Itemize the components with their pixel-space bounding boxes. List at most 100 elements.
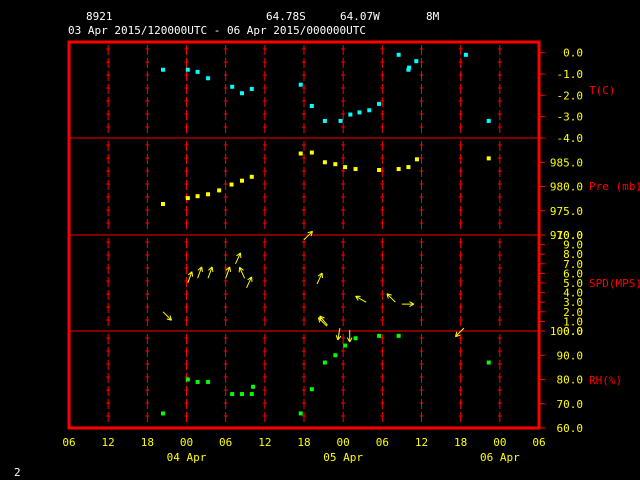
data-point [486, 360, 491, 365]
x-tick-label: 12 [102, 436, 115, 449]
y-tick-label: 4.0 [563, 287, 583, 300]
y-tick-label: 6.0 [563, 267, 583, 280]
data-point [206, 76, 211, 81]
x-tick-label: 18 [297, 436, 310, 449]
wind-arrow-head [307, 230, 313, 234]
elevation: 8M [426, 10, 440, 23]
data-point [217, 188, 222, 193]
data-point [309, 387, 314, 392]
data-point [249, 392, 254, 397]
data-point [251, 384, 256, 389]
y-tick-label: 970.0 [550, 229, 583, 242]
data-point [185, 196, 190, 201]
x-tick-label: 12 [415, 436, 428, 449]
x-date-label: 04 Apr [167, 451, 207, 464]
data-point [348, 112, 353, 117]
y-tick-label: -2.0 [557, 89, 584, 102]
data-point [343, 165, 348, 170]
wind-arrow-head [337, 335, 342, 341]
wind-arrow-head [335, 335, 339, 341]
x-tick-label: 06 [219, 436, 232, 449]
y-tick-label: 7.0 [563, 258, 583, 271]
data-point [230, 84, 235, 89]
data-point [229, 182, 234, 187]
data-point [396, 52, 401, 57]
y-tick-label: 0.0 [563, 325, 583, 338]
y-tick-label: 3.0 [563, 296, 583, 309]
y-tick-label: -1.0 [557, 68, 584, 81]
x-tick-label: 00 [180, 436, 193, 449]
wind-arrow-head [239, 266, 244, 271]
data-point [195, 69, 200, 74]
y-tick-label: 9.0 [563, 239, 583, 252]
wind-arrow [246, 276, 253, 289]
wind-arrow [316, 272, 323, 285]
panel-name: SPD(MPS) [589, 277, 640, 290]
y-tick-label: 70.0 [557, 398, 584, 411]
wind-arrow-head [319, 315, 322, 322]
panel-name: Pre (mb) [589, 180, 640, 193]
y-tick-label: -4.0 [557, 132, 584, 145]
data-point [185, 377, 190, 382]
data-point [396, 167, 401, 172]
x-tick-label: 12 [258, 436, 271, 449]
wind-arrow [303, 230, 313, 241]
wind-arrow-head [208, 266, 213, 271]
x-tick-label: 06 [532, 436, 545, 449]
data-point [414, 157, 419, 162]
data-point [249, 174, 254, 179]
data-point [377, 101, 382, 106]
wind-arrow-head [409, 303, 415, 307]
data-point [353, 167, 358, 172]
footer-label: 2 [14, 466, 21, 479]
data-point [161, 67, 165, 72]
data-point [309, 104, 314, 108]
data-point [367, 108, 372, 113]
panel-name: T(C) [589, 84, 616, 97]
wind-arrow-head [317, 272, 323, 277]
wind-arrow [319, 315, 328, 326]
y-tick-label: -3.0 [557, 111, 584, 124]
wind-arrow-head [166, 318, 172, 321]
wind-arrow [235, 252, 241, 265]
data-point [333, 162, 338, 167]
data-point [353, 336, 358, 341]
y-tick-label: 1.0 [563, 315, 583, 328]
wind-arrow-head [211, 266, 214, 272]
y-tick-label: 100.0 [550, 325, 583, 338]
y-tick-label: 985.0 [550, 156, 583, 169]
data-point [343, 343, 348, 348]
data-point [185, 67, 190, 72]
wind-arrow-head [454, 331, 458, 337]
y-tick-label: 975.0 [550, 205, 583, 218]
data-point [195, 194, 200, 199]
wind-arrow-head [201, 266, 203, 272]
wind-arrow-head [197, 266, 203, 271]
y-tick-label: 0.0 [563, 47, 583, 60]
data-point [357, 110, 362, 115]
wind-arrow [162, 311, 172, 321]
data-point [230, 392, 235, 397]
data-point [406, 67, 411, 72]
data-point [298, 411, 303, 416]
x-tick-label: 18 [141, 436, 154, 449]
wind-arrow-head [386, 293, 392, 296]
data-point [406, 165, 411, 170]
data-point [249, 86, 254, 91]
data-point [309, 150, 314, 155]
latitude: 64.78S [266, 10, 306, 23]
wind-arrow [207, 266, 213, 279]
data-point [161, 201, 165, 206]
wind-arrow-head [355, 295, 359, 301]
longitude: 64.07W [340, 10, 380, 23]
y-tick-label: 90.0 [557, 349, 584, 362]
x-tick-label: 06 [376, 436, 389, 449]
data-point [298, 82, 303, 87]
data-point [377, 168, 382, 173]
data-point [333, 353, 338, 358]
data-point [298, 151, 303, 156]
data-point [463, 52, 468, 57]
data-point [239, 91, 244, 96]
wind-arrow-head [169, 315, 172, 321]
